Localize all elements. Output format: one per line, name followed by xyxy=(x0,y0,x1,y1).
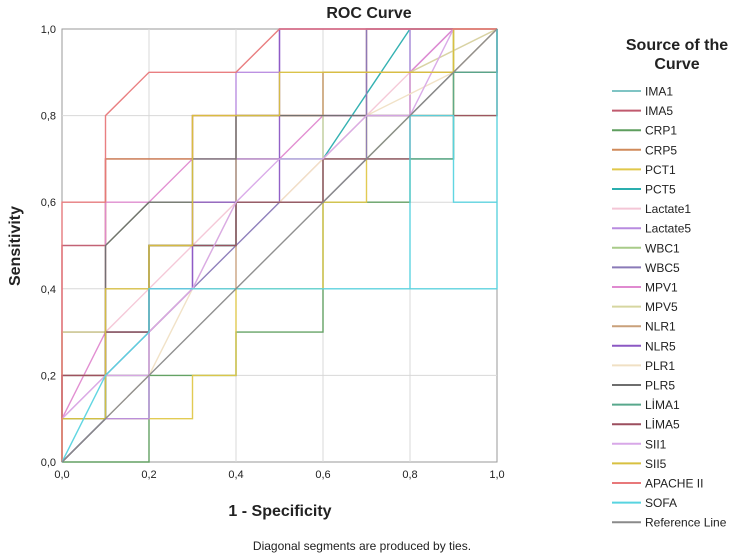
y-tick-label: 0,8 xyxy=(41,111,56,123)
y-tick-label: 0,0 xyxy=(41,457,56,469)
roc-series-reference-line xyxy=(61,28,498,463)
legend-label: MPV1 xyxy=(645,281,678,295)
y-axis-label: Sensitivity xyxy=(7,206,24,286)
legend-label: CRP1 xyxy=(645,124,677,138)
legend: Source of the Curve IMA1 IMA5 CRP1 CRP5 PCT1 P… xyxy=(612,37,728,530)
legend-label: Reference Line xyxy=(645,516,727,530)
x-tick-label: 0,2 xyxy=(141,469,156,481)
legend-label: MPV5 xyxy=(645,300,678,314)
roc-series-apache-ii xyxy=(61,28,497,462)
y-tick-label: 0,2 xyxy=(41,370,56,382)
series-layer xyxy=(61,28,498,463)
footnote: Diagonal segments are produced by ties. xyxy=(253,539,471,553)
legend-label: IMA5 xyxy=(645,104,673,118)
x-tick-label: 0,0 xyxy=(54,469,69,481)
legend-label: APACHE II xyxy=(645,477,703,491)
legend-label: Lactate5 xyxy=(645,222,691,236)
legend-label: NLR1 xyxy=(645,320,676,334)
legend-label: CRP5 xyxy=(645,143,677,157)
legend-label: NLR5 xyxy=(645,339,676,353)
legend-label: LİMA5 xyxy=(645,418,680,432)
legend-label: SOFA xyxy=(645,496,677,510)
legend-label: WBC1 xyxy=(645,241,680,255)
legend-label: IMA1 xyxy=(645,85,673,99)
legend-label: PLR1 xyxy=(645,359,675,373)
y-tick-label: 1,0 xyxy=(41,24,56,36)
x-tick-label: 1,0 xyxy=(489,469,504,481)
legend-title: Source of the Curve xyxy=(626,37,728,73)
legend-label: PCT1 xyxy=(645,163,676,177)
x-tick-label: 0,4 xyxy=(228,469,243,481)
x-tick-label: 0,6 xyxy=(315,469,330,481)
legend-label: PLR5 xyxy=(645,379,675,393)
chart-title: ROC Curve xyxy=(326,5,411,22)
legend-items: IMA1 IMA5 CRP1 CRP5 PCT1 PCT5 Lactate1 Lactate5… xyxy=(612,85,727,530)
y-tick-label: 0,6 xyxy=(41,197,56,209)
legend-label: WBC5 xyxy=(645,261,680,275)
x-axis-ticks: 0,0 0,2 0,4 0,6 0,8 1,0 xyxy=(54,469,504,481)
y-axis-ticks: 0,0 0,2 0,4 0,6 0,8 1,0 xyxy=(41,24,56,469)
legend-label: PCT5 xyxy=(645,183,676,197)
roc-series-sofa xyxy=(61,29,498,463)
legend-label: Lactate1 xyxy=(645,202,691,216)
legend-label: SII1 xyxy=(645,437,667,451)
x-axis-label: 1 - Specificity xyxy=(228,503,331,520)
legend-label: SII5 xyxy=(645,457,667,471)
y-tick-label: 0,4 xyxy=(41,284,56,296)
legend-label: LİMA1 xyxy=(645,398,680,412)
x-tick-label: 0,8 xyxy=(402,469,417,481)
